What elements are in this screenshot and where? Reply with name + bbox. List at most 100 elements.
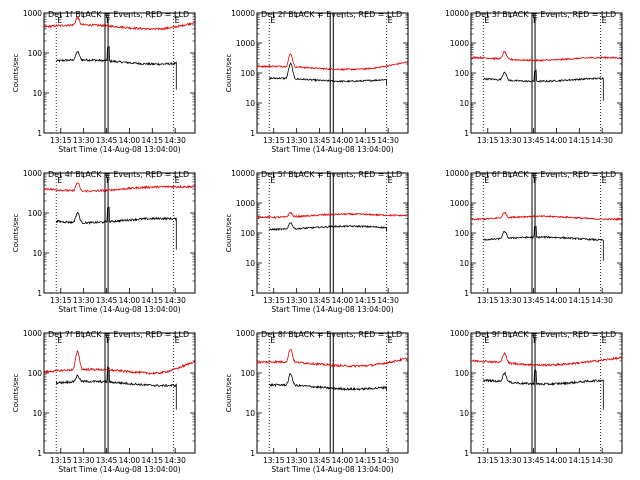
marker-label: E bbox=[270, 176, 275, 185]
plot-frame bbox=[470, 172, 623, 294]
y-tick-label: 1 bbox=[250, 289, 255, 298]
x-tick-label: 14:00 bbox=[546, 296, 568, 305]
y-tick-label: 10000 bbox=[231, 9, 255, 18]
plot-frame bbox=[470, 332, 623, 454]
marker-label: E bbox=[270, 16, 275, 25]
x-tick-label: 14:15 bbox=[354, 136, 376, 145]
y-tick-label: 1000 bbox=[23, 169, 42, 178]
panel-title: Det 9f BLACK = Events, RED = LLD bbox=[475, 330, 616, 339]
marker-label: E bbox=[175, 16, 180, 25]
x-tick-label: 13:15 bbox=[50, 136, 72, 145]
plot-frame bbox=[470, 12, 623, 134]
y-tick-label: 1 bbox=[37, 129, 42, 138]
panel-title: Det 6f BLACK = Events, RED = LLD bbox=[475, 170, 616, 179]
lld-series-line bbox=[471, 352, 622, 368]
x-axis-label: Start Time (14-Aug-08 13:04:00) bbox=[271, 145, 393, 154]
events-series-line bbox=[268, 222, 387, 232]
y-tick-label: 10 bbox=[459, 259, 469, 268]
events-series-line bbox=[268, 372, 387, 392]
marker-label: F bbox=[106, 336, 111, 345]
y-tick-label: 100 bbox=[455, 69, 470, 78]
y-tick-label: 10 bbox=[32, 89, 42, 98]
y-tick-label: 10 bbox=[32, 409, 42, 418]
x-tick-label: 14:30 bbox=[591, 456, 613, 465]
plot-frame bbox=[43, 172, 196, 294]
marker-label: E bbox=[270, 336, 275, 345]
panel-title: Det 8f BLACK = Events, RED = LLD bbox=[261, 330, 402, 339]
x-tick-label: 14:15 bbox=[354, 296, 376, 305]
plot-frame bbox=[43, 332, 196, 454]
y-tick-label: 1 bbox=[464, 129, 469, 138]
marker-label: E bbox=[175, 336, 180, 345]
marker-label: F bbox=[533, 336, 538, 345]
panel-title: Det 1f BLACK = Events, RED = LLD bbox=[48, 10, 189, 19]
marker-label: E bbox=[175, 176, 180, 185]
x-tick-label: 13:15 bbox=[50, 456, 72, 465]
x-tick-label: 14:30 bbox=[164, 296, 186, 305]
x-tick-label: 13:15 bbox=[477, 136, 499, 145]
x-tick-label: 14:00 bbox=[119, 296, 141, 305]
marker-label: E bbox=[57, 16, 62, 25]
x-tick-label: 14:30 bbox=[164, 456, 186, 465]
lld-series-line bbox=[256, 348, 408, 368]
x-tick-label: 14:00 bbox=[119, 136, 141, 145]
marker-label: E bbox=[57, 336, 62, 345]
y-tick-label: 10 bbox=[32, 249, 42, 258]
x-tick-label: 13:30 bbox=[286, 136, 308, 145]
y-tick-label: 100 bbox=[241, 229, 256, 238]
y-tick-label: 1 bbox=[250, 129, 255, 138]
x-tick-label: 14:00 bbox=[332, 136, 354, 145]
x-tick-label: 13:15 bbox=[477, 456, 499, 465]
x-tick-label: 14:15 bbox=[141, 136, 163, 145]
y-tick-label: 1000 bbox=[450, 329, 469, 338]
panel-title: Det 3f BLACK = Events, RED = LLD bbox=[475, 10, 616, 19]
x-tick-label: 13:45 bbox=[96, 136, 118, 145]
x-tick-label: 14:15 bbox=[141, 296, 163, 305]
marker-label: E bbox=[484, 336, 489, 345]
x-tick-label: 14:00 bbox=[546, 456, 568, 465]
y-tick-label: 10 bbox=[459, 409, 469, 418]
y-axis-label: Counts/sec bbox=[225, 374, 233, 413]
x-tick-label: 14:15 bbox=[568, 136, 590, 145]
x-tick-label: 13:45 bbox=[309, 456, 331, 465]
x-tick-label: 13:15 bbox=[263, 136, 285, 145]
y-tick-label: 100 bbox=[455, 369, 470, 378]
y-tick-label: 1000 bbox=[23, 329, 42, 338]
x-axis-label: Start Time (14-Aug-08 13:04:00) bbox=[271, 305, 393, 314]
plot-frame bbox=[256, 332, 409, 454]
plot-frame bbox=[43, 12, 196, 134]
events-series-line bbox=[483, 225, 604, 261]
lld-series-line bbox=[256, 211, 408, 219]
lld-series-line bbox=[43, 182, 195, 193]
y-tick-label: 1000 bbox=[450, 199, 469, 208]
x-tick-label: 13:15 bbox=[50, 296, 72, 305]
x-tick-label: 14:30 bbox=[164, 136, 186, 145]
y-tick-label: 100 bbox=[241, 69, 256, 78]
y-tick-label: 1000 bbox=[450, 39, 469, 48]
x-tick-label: 13:15 bbox=[477, 296, 499, 305]
x-tick-label: 13:30 bbox=[286, 296, 308, 305]
y-axis-label: Counts/sec bbox=[12, 214, 20, 253]
y-tick-label: 1 bbox=[37, 289, 42, 298]
x-tick-label: 13:45 bbox=[523, 296, 545, 305]
marker-label: E bbox=[388, 176, 393, 185]
y-axis-label: Counts/sec bbox=[225, 214, 233, 253]
events-series-line bbox=[268, 62, 387, 85]
panel-title: Det 4f BLACK = Events, RED = LLD bbox=[48, 170, 189, 179]
x-axis-label: Start Time (14-Aug-08 13:04:00) bbox=[58, 305, 180, 314]
x-axis-label: Start Time (14-Aug-08 13:04:00) bbox=[58, 145, 180, 154]
panel-title: Det 5f BLACK = Events, RED = LLD bbox=[261, 170, 402, 179]
events-series-line bbox=[482, 69, 604, 101]
marker-label: E bbox=[602, 176, 607, 185]
plot-frame bbox=[256, 12, 409, 134]
x-tick-label: 13:15 bbox=[263, 456, 285, 465]
marker-label: E bbox=[602, 16, 607, 25]
marker-label: F bbox=[106, 176, 111, 185]
events-series-line bbox=[55, 366, 177, 410]
